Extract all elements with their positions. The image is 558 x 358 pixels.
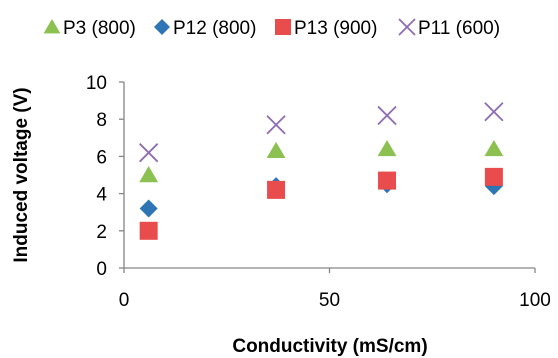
- y-tick-label: 6: [96, 147, 107, 168]
- legend-label: P13 (900): [294, 18, 377, 39]
- y-axis-title: Induced voltage (V): [11, 87, 32, 262]
- y-tick-label: 0: [96, 259, 107, 280]
- data-point: [266, 141, 286, 159]
- x-tick-label: 50: [319, 290, 340, 311]
- x-tick-label: 0: [119, 290, 130, 311]
- legend-marker: [43, 19, 61, 34]
- legend-marker: [275, 19, 291, 35]
- data-point: [139, 221, 158, 240]
- y-tick-label: 8: [96, 110, 107, 131]
- legend-label: P3 (800): [63, 18, 136, 39]
- data-point: [484, 139, 504, 157]
- x-axis-title: Conductivity (mS/cm): [232, 336, 427, 357]
- data-point: [377, 105, 397, 126]
- y-tick-label: 2: [96, 222, 107, 243]
- data-point: [484, 167, 503, 186]
- legend-label: P12 (800): [173, 18, 256, 39]
- y-tick-label: 10: [86, 73, 107, 94]
- data-point: [378, 171, 397, 190]
- y-tick-label: 4: [96, 185, 107, 206]
- legend-marker: [154, 19, 170, 35]
- data-points: [139, 102, 504, 240]
- data-point: [484, 102, 504, 122]
- data-point: [377, 139, 397, 157]
- legend-marker: [398, 18, 416, 36]
- data-point: [139, 143, 159, 163]
- data-point: [266, 115, 286, 135]
- x-tick-label: 100: [519, 290, 551, 311]
- data-point: [139, 199, 158, 218]
- data-point: [267, 180, 286, 199]
- legend: P3 (800) P12 (800) P13 (900) P11 (600): [43, 18, 500, 39]
- data-point: [139, 166, 159, 183]
- axes: [123, 82, 535, 269]
- legend-label: P11 (600): [418, 18, 500, 39]
